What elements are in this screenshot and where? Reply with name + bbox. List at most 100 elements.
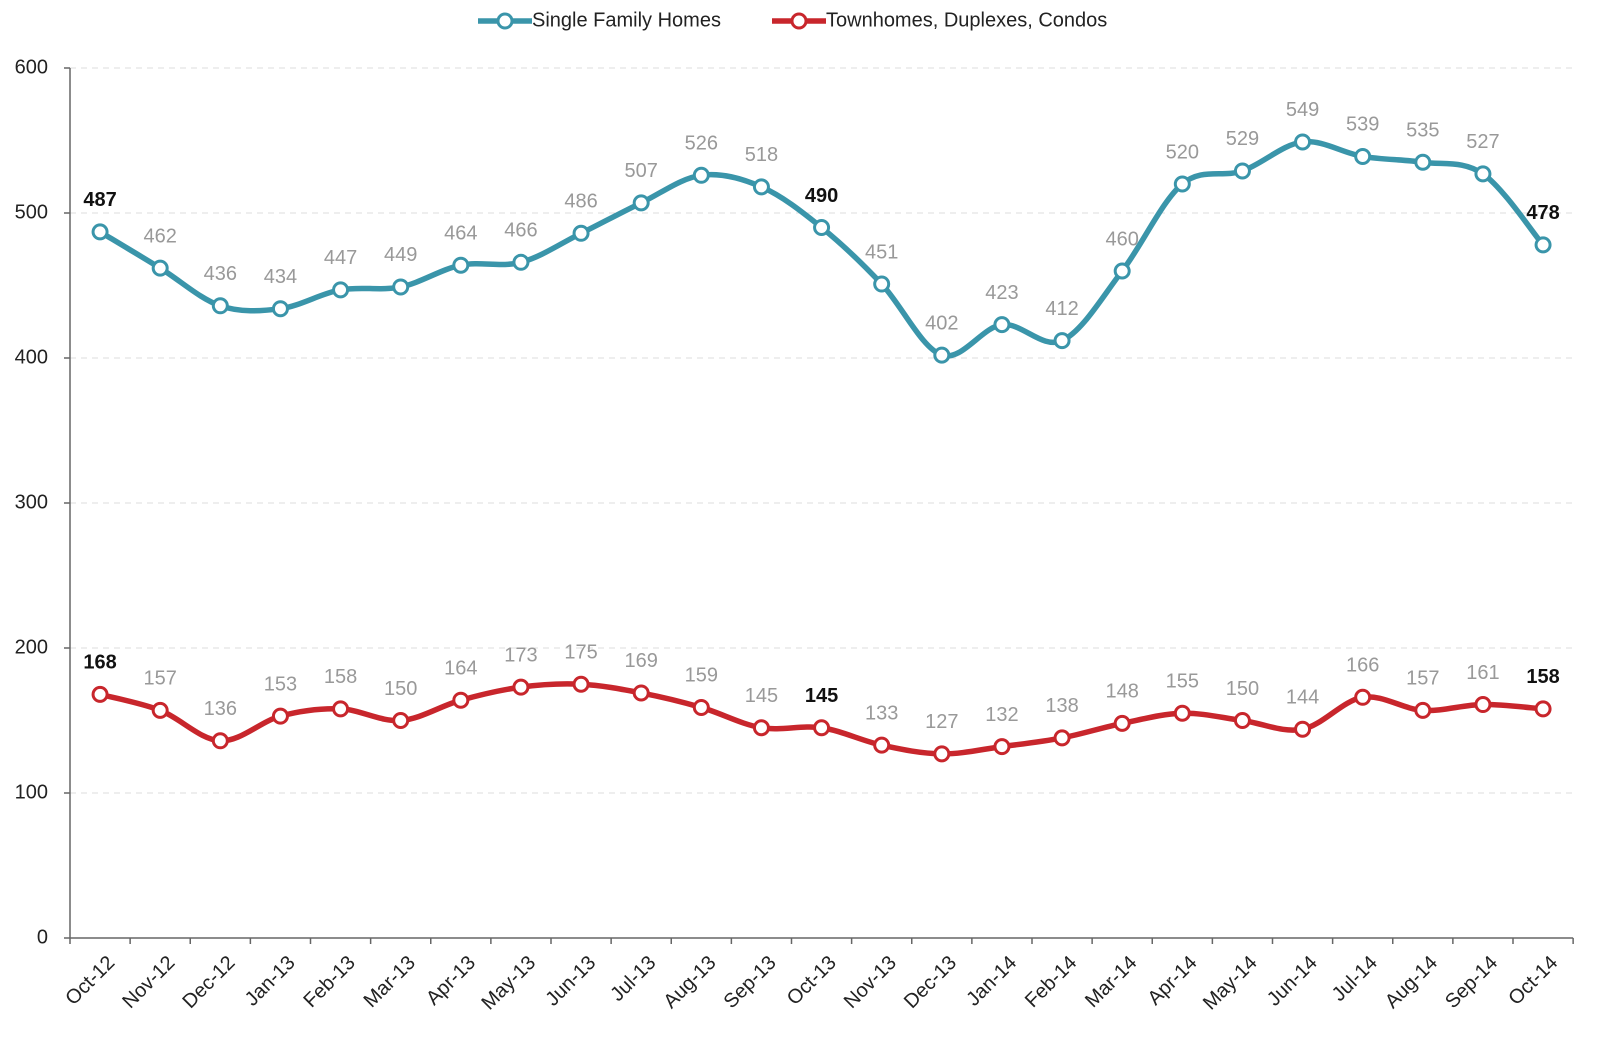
x-tick-label: Jul-13 xyxy=(606,952,660,1006)
x-tick-label: Nov-13 xyxy=(840,952,901,1013)
data-label: 526 xyxy=(685,133,718,155)
point xyxy=(1534,236,1552,254)
point xyxy=(572,675,590,693)
data-label: 423 xyxy=(985,282,1018,304)
data-label: 166 xyxy=(1346,655,1379,677)
point xyxy=(1414,701,1432,719)
data-label: 155 xyxy=(1166,671,1199,693)
data-label: 447 xyxy=(324,247,357,269)
point xyxy=(512,678,530,696)
data-label: 527 xyxy=(1466,131,1499,153)
data-label: 520 xyxy=(1166,141,1199,163)
data-label: 145 xyxy=(805,685,838,707)
point xyxy=(933,745,951,763)
x-tick-label: Mar-14 xyxy=(1081,952,1141,1012)
data-label: 529 xyxy=(1226,128,1259,150)
x-tick-label: Dec-12 xyxy=(178,952,239,1013)
x-tick-label: Oct-12 xyxy=(61,952,119,1010)
line xyxy=(98,138,1546,359)
point xyxy=(211,732,229,750)
data-label: 487 xyxy=(83,189,116,211)
x-tick-label: Apr-13 xyxy=(422,952,480,1010)
x-tick-label: Oct-14 xyxy=(1504,952,1562,1010)
x-tick-label: May-13 xyxy=(477,952,540,1015)
point xyxy=(993,738,1011,756)
point xyxy=(813,219,831,236)
data-label: 133 xyxy=(865,702,898,724)
data-label: 490 xyxy=(805,185,838,207)
data-label: 145 xyxy=(745,685,778,707)
point xyxy=(1173,704,1191,722)
x-tick-label: Jan-14 xyxy=(962,952,1021,1011)
data-label: 158 xyxy=(324,666,357,688)
data-label: 150 xyxy=(384,678,417,700)
point xyxy=(332,700,350,718)
x-tick-label: Nov-12 xyxy=(118,952,179,1013)
point xyxy=(1053,729,1071,747)
legend-marker xyxy=(496,12,514,30)
data-label: 153 xyxy=(264,673,297,695)
data-label: 132 xyxy=(985,704,1018,726)
data-label: 164 xyxy=(444,657,477,679)
point xyxy=(632,194,650,212)
point xyxy=(512,253,530,271)
point xyxy=(933,346,951,364)
point xyxy=(572,224,590,242)
data-label: 434 xyxy=(264,266,297,288)
y-tick-label: 0 xyxy=(37,926,48,948)
legend-marker xyxy=(790,12,808,30)
y-tick-label: 200 xyxy=(15,636,48,658)
data-label: 136 xyxy=(204,698,237,720)
data-label: 539 xyxy=(1346,114,1379,136)
data-label: 173 xyxy=(504,644,537,666)
point xyxy=(873,275,891,293)
data-label: 150 xyxy=(1226,678,1259,700)
data-label: 402 xyxy=(925,312,958,334)
data-label: 159 xyxy=(685,665,718,687)
data-label: 138 xyxy=(1045,695,1078,717)
point xyxy=(1294,720,1312,738)
point xyxy=(752,719,770,737)
y-tick-label: 400 xyxy=(15,346,48,368)
point xyxy=(332,281,350,299)
data-label: 412 xyxy=(1045,298,1078,320)
point xyxy=(151,701,169,719)
point xyxy=(1534,700,1552,718)
data-label: 549 xyxy=(1286,99,1319,121)
point xyxy=(271,707,289,725)
data-label: 464 xyxy=(444,222,477,244)
data-label: 486 xyxy=(564,191,597,213)
data-label: 462 xyxy=(144,225,177,247)
point xyxy=(1354,688,1372,706)
point xyxy=(452,691,470,709)
x-tick-label: Dec-13 xyxy=(900,952,961,1013)
point xyxy=(91,685,109,703)
point xyxy=(91,223,109,241)
legend-label: Single Family Homes xyxy=(532,9,721,31)
point xyxy=(1474,165,1492,183)
point xyxy=(692,166,710,184)
point xyxy=(452,256,470,274)
x-tick-label: May-14 xyxy=(1199,952,1262,1015)
point xyxy=(813,719,831,737)
data-label: 158 xyxy=(1526,666,1559,688)
x-tick-label: Sep-13 xyxy=(720,952,781,1013)
y-tick-label: 500 xyxy=(15,201,48,223)
data-label: 175 xyxy=(564,642,597,664)
point xyxy=(1113,262,1131,280)
point xyxy=(1414,153,1432,171)
data-label: 507 xyxy=(625,160,658,182)
point xyxy=(1233,712,1251,729)
point xyxy=(1173,175,1191,193)
x-tick-label: Mar-13 xyxy=(360,952,420,1012)
data-label: 127 xyxy=(925,711,958,733)
x-tick-label: Apr-14 xyxy=(1144,952,1202,1010)
x-tick-label: Feb-14 xyxy=(1021,952,1081,1012)
point xyxy=(632,684,650,702)
point xyxy=(1233,162,1251,180)
x-tick-label: Aug-14 xyxy=(1381,952,1442,1013)
x-tick-label: Jan-13 xyxy=(241,952,300,1011)
point xyxy=(1113,714,1131,732)
data-label: 157 xyxy=(1406,668,1439,690)
